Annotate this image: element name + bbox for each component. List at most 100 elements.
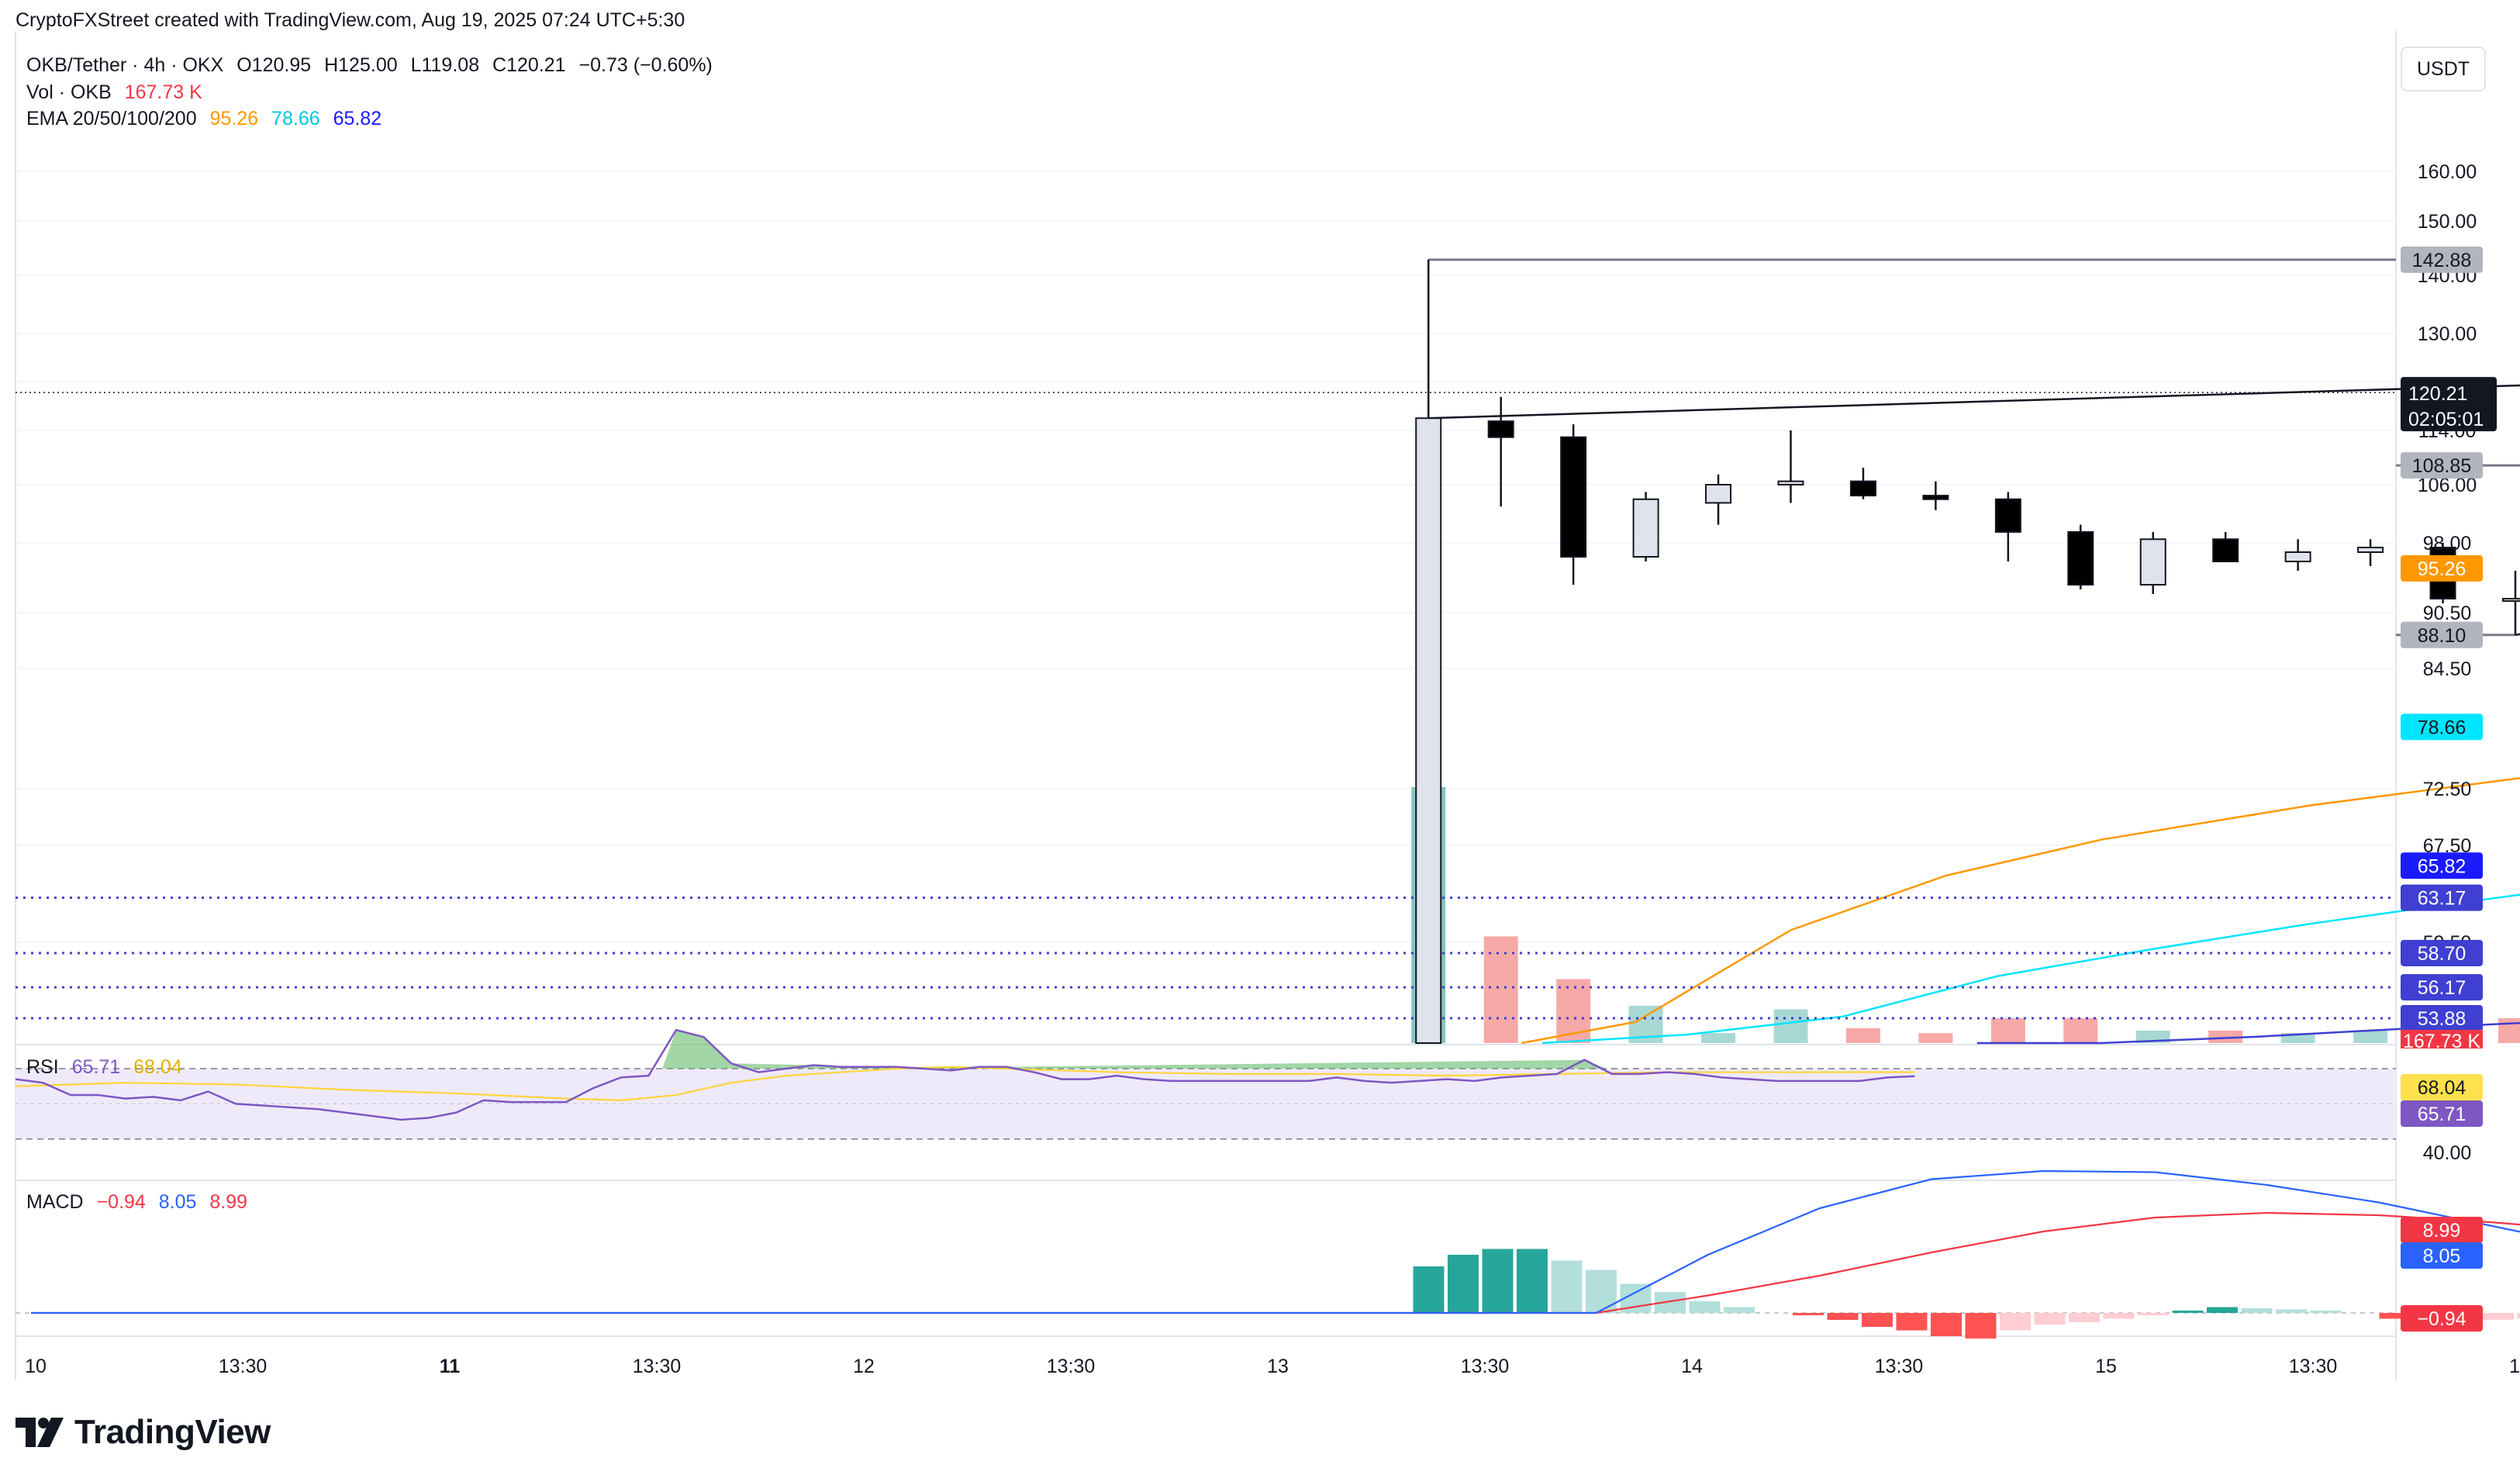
volume-bar [1845,1028,1880,1043]
ema-tag-bg [2401,852,2483,879]
rsi-legend[interactable]: RSI 65.71 68.04 [26,1056,182,1079]
candle-body [2502,598,2520,602]
time-axis-label: 11 [440,1356,461,1377]
macd-label: MACD [26,1191,84,1213]
macd-hist-bar [1448,1255,1479,1313]
price-axis-label: 90.50 [2423,603,2472,624]
ema-legend[interactable]: EMA 20/50/100/200 95.26 78.66 65.82 [26,108,381,130]
ema-tag-bg [2401,554,2483,582]
macd-hist-bar [1517,1249,1548,1313]
rsi-axis-label: 40.00 [2423,1142,2472,1164]
time-axis-label: 16 [2509,1356,2520,1377]
price-axis-label: 84.50 [2423,658,2472,680]
macd-hist-tag-bg [2401,1305,2483,1332]
candle-body [1487,420,1514,438]
rsi-value: 65.71 [71,1056,121,1078]
macd-hist-bar [2379,1313,2411,1319]
ema50-value: 78.66 [271,108,320,130]
macd-line [31,1169,2520,1314]
macd-hist-bar [2138,1313,2169,1315]
ohlc-open-label: O [236,54,252,76]
macd-hist-bar [1931,1313,1962,1336]
macd-hist-bar [2207,1307,2238,1313]
level-tag: 56.17 [2418,977,2466,999]
candle-body [1849,480,1876,497]
ema100-line [1976,1021,2520,1045]
volume-bar [1990,1017,2025,1043]
candle-body [2284,551,2311,562]
level-tag-bg [2401,884,2483,911]
wedge-upper-trendline [1428,384,2520,420]
candle-body [1560,436,1587,558]
tradingview-logo-text: TradingView [74,1413,271,1451]
macd-hist-bar [2000,1313,2031,1331]
ohlc-open: 120.95 [251,54,312,76]
ema-tag: 78.66 [2418,717,2466,738]
level-tag-bg [2401,246,2483,273]
level-tag-bg [2401,974,2483,1001]
time-axis-label: 13:30 [2289,1356,2338,1377]
candle-body [2212,538,2239,562]
macd-hist-bar [1482,1249,1514,1313]
ohlc-close-label: C [492,54,507,76]
chart-credit: CryptoFXStreet created with TradingView.… [16,9,685,31]
countdown-tag: 02:05:01 [2408,409,2484,430]
rsi-ma-tag-bg [2401,1074,2483,1100]
ohlc-low: 119.08 [421,54,480,76]
price-axis-label: 130.00 [2418,323,2477,345]
volume-label: Vol · OKB [26,81,112,103]
ohlc-close: 120.21 [506,54,566,76]
price-axis-label: 98.00 [2423,533,2472,554]
rsi-overbought-fill [662,1030,1607,1069]
macd-hist-bar [2276,1309,2307,1313]
volume-value: 167.73 K [124,81,202,103]
rsi-tag: 65.71 [2418,1104,2466,1125]
macd-hist-bar [2517,1313,2520,1319]
macd-hist-bar [1586,1269,1617,1313]
volume-legend[interactable]: Vol · OKB 167.73 K [26,81,202,104]
macd-signal-tag-bg [2401,1217,2483,1243]
rsi-ma-tag: 68.04 [2418,1077,2466,1099]
level-tag: 142.88 [2412,250,2471,271]
candle-body [1922,495,1949,500]
currency-button[interactable]: USDT [2401,47,2486,92]
candle-body [1777,480,1804,485]
time-axis-label: 14 [1681,1356,1703,1377]
candle-body [1705,484,1732,504]
symbol-legend: OKB/Tether · 4h · OKX O120.95 H125.00 L1… [26,54,713,77]
macd-hist-tag: −0.94 [2417,1308,2466,1330]
level-tag: 58.70 [2418,943,2466,965]
macd-hist-bar [2069,1313,2100,1322]
volume-tag-bg [2401,1030,2483,1048]
ohlc-change: −0.73 (−0.60%) [578,54,713,76]
macd-hist-bar [2172,1311,2204,1313]
rsi-ma-line [15,1066,1915,1101]
ema-tag-bg [2401,713,2483,741]
level-tag-bg [2401,1005,2483,1031]
macd-legend[interactable]: MACD −0.94 8.05 8.99 [26,1191,247,1214]
price-axis-label: 150.00 [2418,211,2477,233]
macd-hist-value: −0.94 [96,1191,146,1213]
candle-body [2139,538,2166,586]
ema20-value: 95.26 [209,108,259,130]
rsi-line [15,1028,1915,1121]
level-tag-bg [2401,452,2483,479]
macd-hist-bar [2241,1308,2273,1313]
time-axis-label: 13:30 [633,1356,682,1377]
volume-bar [2498,1017,2520,1043]
last-price-tag-bg [2401,377,2497,432]
tradingview-logo[interactable]: TradingView [16,1413,271,1452]
volume-tag: 167.73 K [2403,1031,2480,1052]
level-tag: 63.17 [2418,888,2466,910]
macd-line-value: 8.05 [158,1191,197,1213]
symbol-name[interactable]: OKB/Tether · 4h · OKX [26,54,224,76]
macd-hist-bar [1724,1307,1755,1313]
time-axis-label: 12 [853,1356,875,1377]
macd-hist-bar [2034,1313,2066,1325]
ema100-value: 65.82 [333,108,382,130]
candle-body [2067,530,2094,586]
macd-line-tag: 8.05 [2423,1245,2461,1267]
ema-tag: 65.82 [2418,855,2466,877]
macd-signal-line [31,1211,2520,1314]
